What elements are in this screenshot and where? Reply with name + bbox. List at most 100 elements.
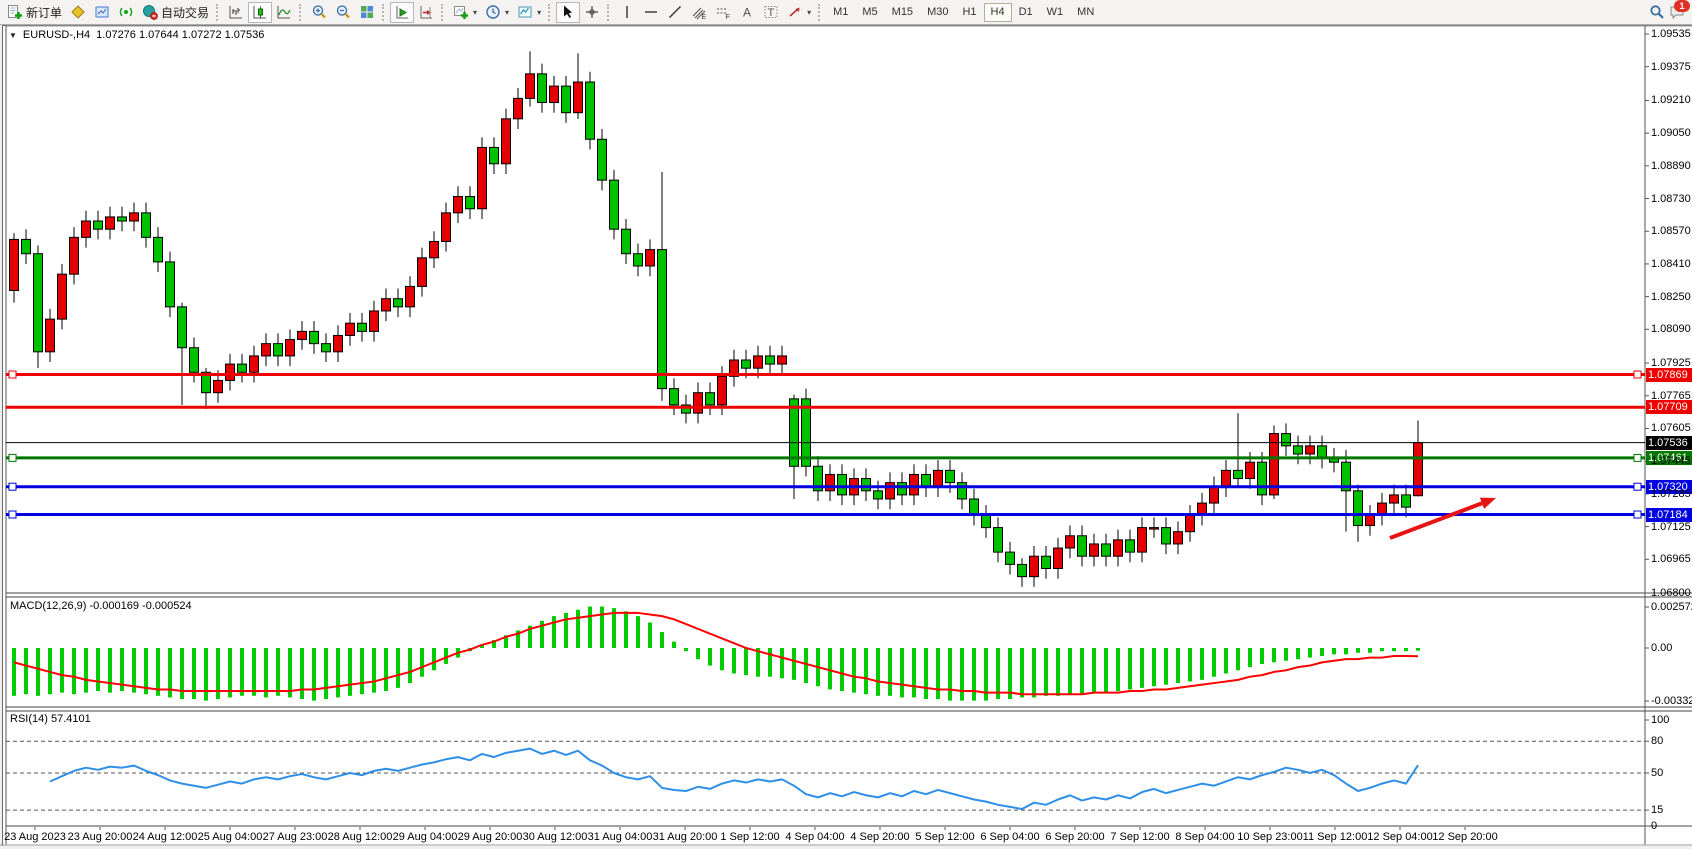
line-selection-marker[interactable]: [8, 482, 17, 491]
candle: [417, 257, 427, 287]
candle: [921, 473, 931, 488]
tf-d1-button[interactable]: D1: [1012, 3, 1040, 22]
candle: [237, 363, 247, 373]
candle: [261, 343, 271, 357]
toolbar-separator: [607, 3, 612, 21]
auto-trading-icon: [143, 5, 158, 20]
tf-mn-button[interactable]: MN: [1070, 3, 1101, 22]
indicators-button[interactable]: ▾: [449, 2, 481, 23]
candle: [201, 371, 211, 394]
candle: [141, 212, 151, 238]
candle: [1137, 527, 1147, 553]
line-selection-marker[interactable]: [8, 510, 17, 519]
candle: [381, 298, 391, 312]
candle: [753, 355, 763, 369]
candle: [969, 498, 979, 516]
tf-h4-button[interactable]: H4: [983, 2, 1012, 22]
rsi-line: [49, 747, 1419, 811]
label-button[interactable]: T: [759, 2, 783, 23]
candle: [81, 220, 91, 238]
candle: [1113, 539, 1123, 557]
candle: [681, 404, 691, 414]
zoom-out-button[interactable]: [331, 2, 355, 23]
zoom-in-button[interactable]: [307, 2, 331, 23]
signals-button[interactable]: [114, 2, 138, 23]
notification-badge: 1: [1674, 0, 1690, 12]
vertical-line-button[interactable]: [615, 2, 639, 23]
chart-shift-button[interactable]: [414, 2, 438, 23]
line-selection-marker[interactable]: [1633, 482, 1642, 491]
crosshair-button[interactable]: [580, 2, 604, 23]
market-watch-button[interactable]: [90, 2, 114, 23]
candle: [609, 179, 619, 230]
trend-arrow-head[interactable]: [1479, 497, 1496, 509]
fibonacci-button[interactable]: E: [687, 2, 711, 23]
tf-m1-button[interactable]: M1: [826, 3, 855, 22]
candle: [393, 298, 403, 308]
candle: [177, 306, 187, 349]
candlestick-chart-icon: [253, 6, 267, 19]
arrows-button[interactable]: ▾: [783, 2, 815, 23]
fibonacci-icon: E: [692, 7, 707, 20]
templates-button[interactable]: ▾: [513, 2, 545, 23]
candle: [165, 261, 175, 308]
trendline-button[interactable]: [663, 2, 687, 23]
tf-h1-button[interactable]: H1: [955, 3, 983, 22]
candle: [1401, 494, 1411, 508]
candle: [957, 482, 967, 500]
auto-trading-button[interactable]: 自动交易: [138, 2, 213, 23]
text-button[interactable]: A: [735, 2, 759, 23]
indicators-dropdown-caret-icon: ▾: [473, 7, 478, 17]
line-selection-marker[interactable]: [8, 453, 17, 462]
search-button[interactable]: [1645, 2, 1669, 23]
arrows-dropdown-caret-icon: ▾: [807, 7, 812, 17]
periods-button[interactable]: ▾: [481, 2, 513, 23]
chat-button[interactable]: 1: [1669, 0, 1690, 20]
cursor-button[interactable]: [556, 1, 581, 23]
tf-m15-button[interactable]: M15: [885, 3, 920, 22]
candle: [789, 398, 799, 467]
line-chart-button[interactable]: [272, 2, 296, 23]
toolbar-separator: [548, 3, 553, 21]
candle: [813, 465, 823, 492]
line-selection-marker[interactable]: [8, 370, 17, 379]
trend-arrow-annotation[interactable]: [1389, 501, 1483, 540]
toolbar: 新订单 自动交易: [0, 0, 1692, 25]
auto-scroll-button[interactable]: [390, 1, 415, 23]
candlestick-chart-button[interactable]: [248, 1, 273, 23]
arrows-icon: [789, 7, 800, 17]
market-watch-icon: [95, 6, 109, 18]
candle: [1149, 527, 1159, 530]
line-selection-marker[interactable]: [1633, 453, 1642, 462]
timeframe-group: M1 M5 M15 M30 H1 H4 D1 W1 MN: [826, 2, 1101, 22]
line-selection-marker[interactable]: [1633, 510, 1642, 519]
candle: [1125, 539, 1135, 553]
trendline-icon: [669, 6, 682, 18]
candle: [1101, 543, 1111, 557]
periods-icon: [486, 5, 500, 19]
candle: [1029, 555, 1039, 578]
charts-button[interactable]: [66, 2, 90, 23]
tile-windows-button[interactable]: [355, 2, 379, 23]
candle: [645, 249, 655, 267]
candle: [621, 228, 631, 255]
toolbar-separator: [299, 3, 304, 21]
line-selection-marker[interactable]: [1633, 370, 1642, 379]
chart-window[interactable]: [2, 25, 1692, 846]
candle: [741, 359, 751, 369]
candle: [249, 355, 259, 373]
channel-button[interactable]: F: [711, 2, 735, 23]
tf-w1-button[interactable]: W1: [1040, 3, 1071, 22]
horizontal-line-button[interactable]: [639, 2, 663, 23]
candle: [405, 285, 415, 308]
candle: [1089, 543, 1099, 557]
tf-m30-button[interactable]: M30: [920, 3, 955, 22]
bar-chart-button[interactable]: [224, 2, 248, 23]
new-order-button[interactable]: 新订单: [3, 2, 66, 23]
tf-m5-button[interactable]: M5: [855, 3, 884, 22]
toolbar-separator: [216, 3, 221, 21]
candle: [933, 469, 943, 488]
svg-text:F: F: [726, 14, 730, 20]
auto-trading-label: 自动交易: [161, 5, 210, 20]
